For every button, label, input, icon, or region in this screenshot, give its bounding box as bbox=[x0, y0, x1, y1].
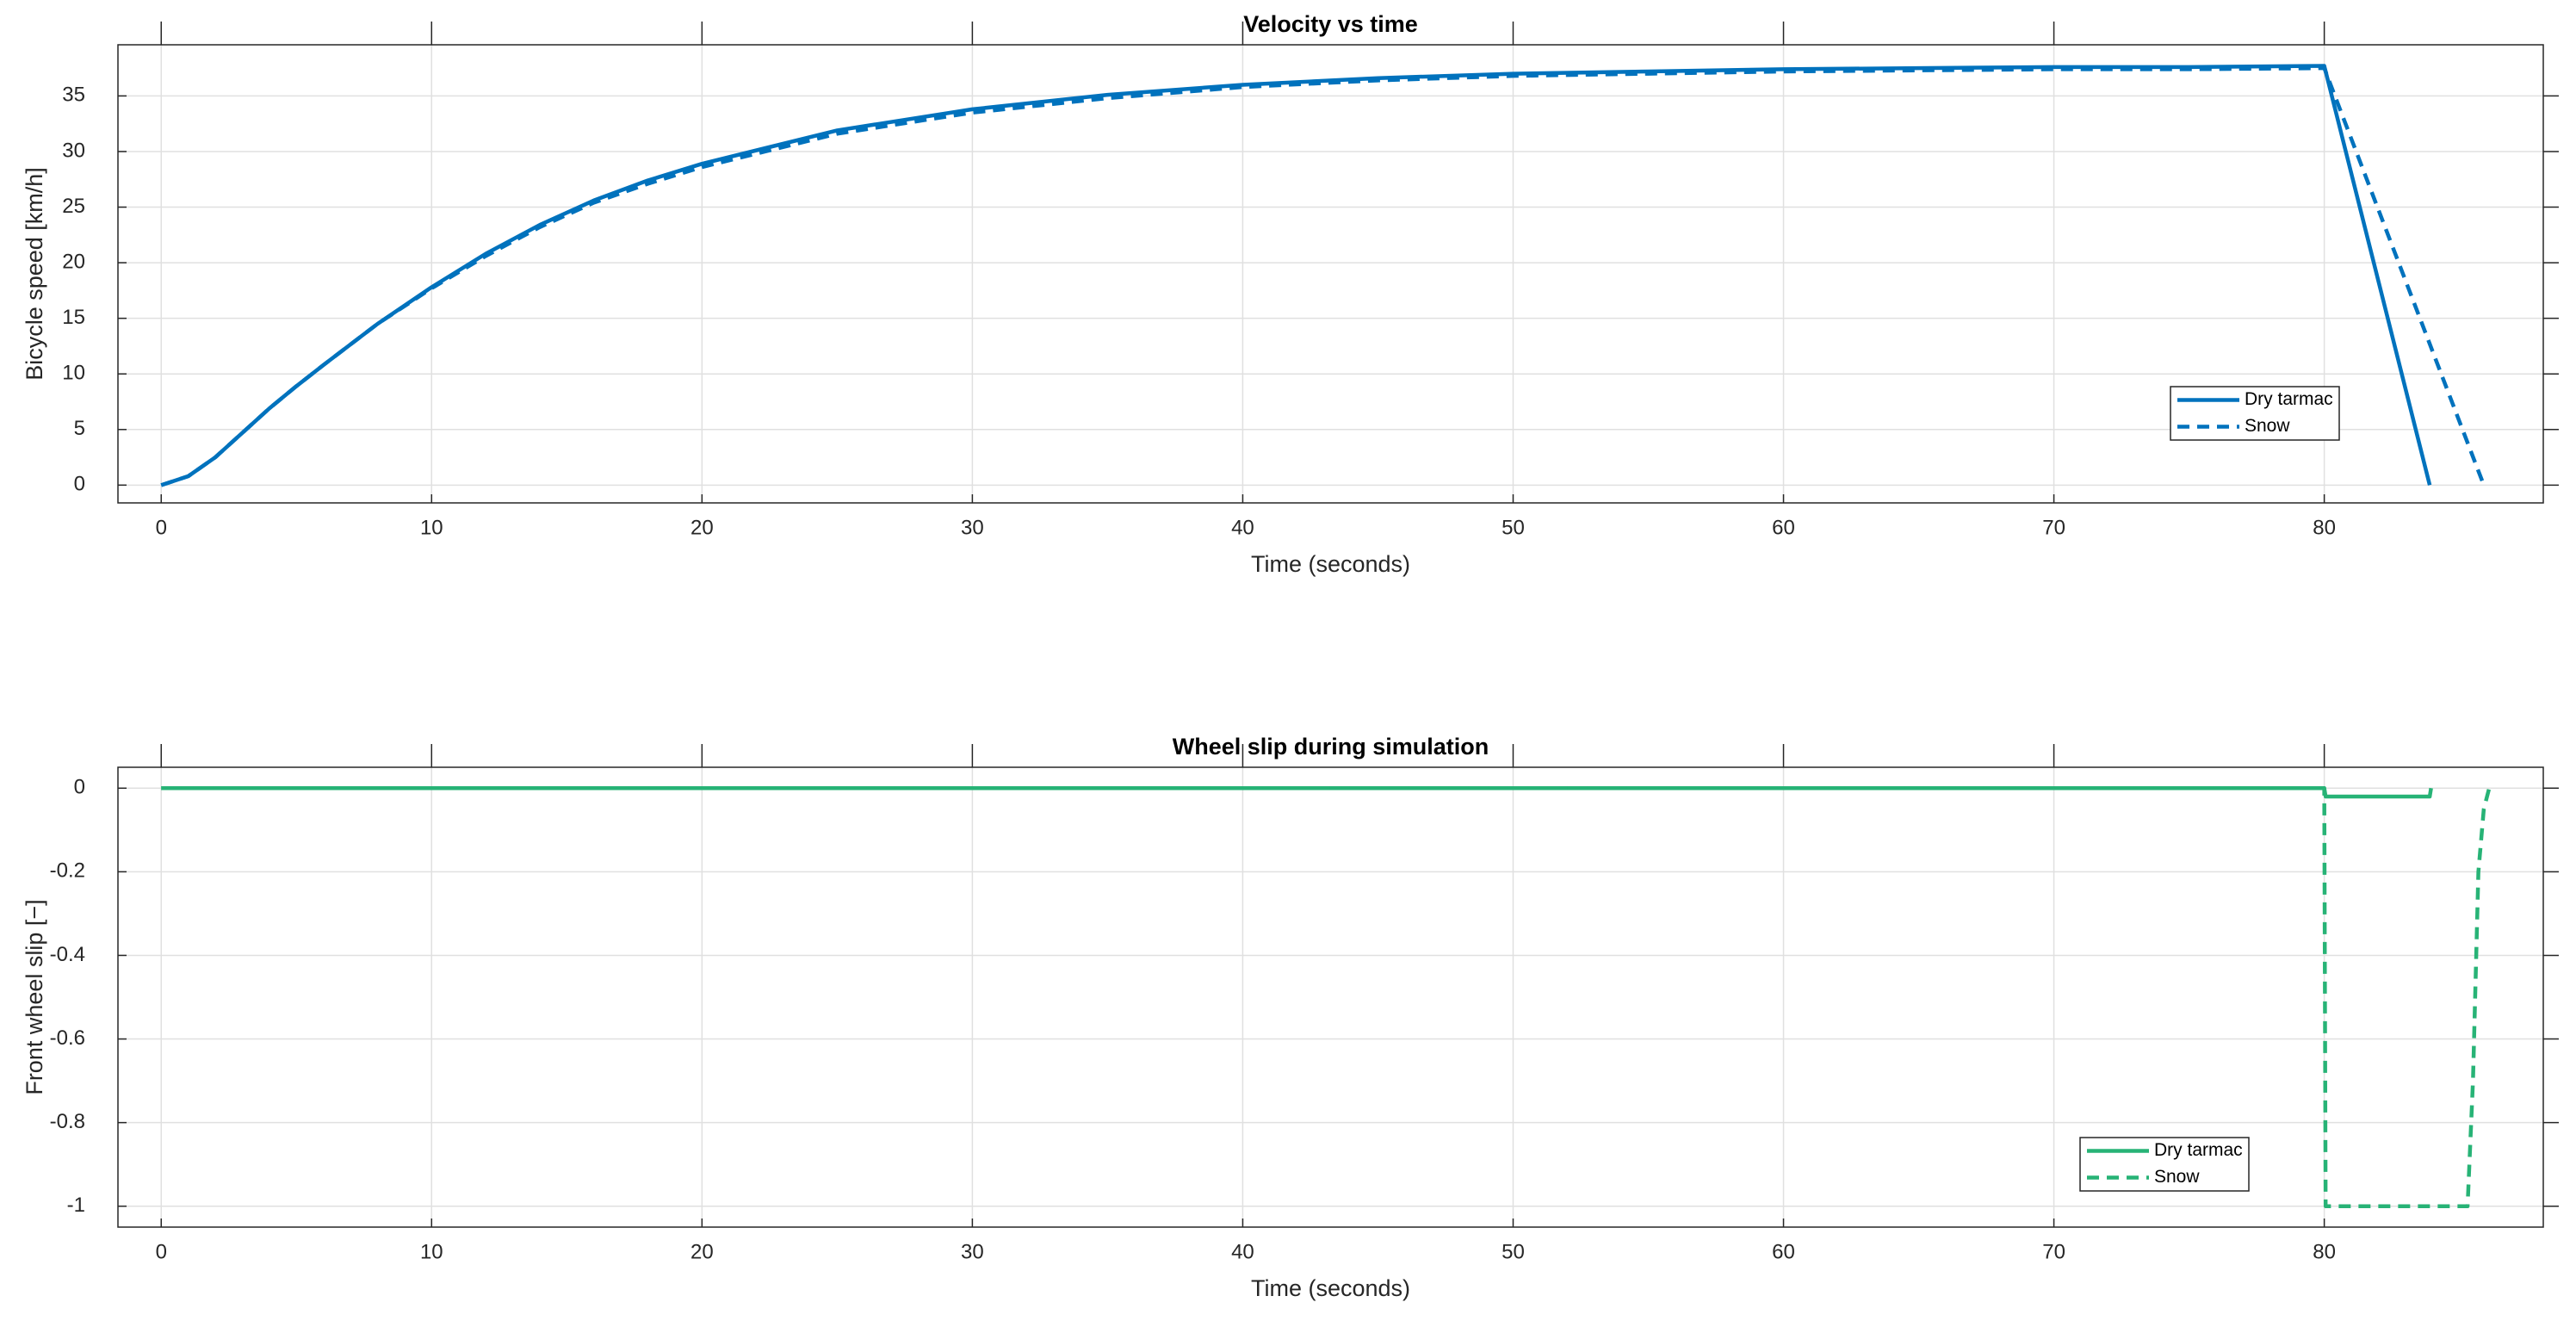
y-tick-label: 20 bbox=[62, 250, 85, 273]
x-tick-label: 60 bbox=[1772, 516, 1795, 539]
chart-title: Velocity vs time bbox=[1243, 11, 1418, 37]
x-tick-label: 40 bbox=[1231, 1240, 1254, 1263]
x-tick-label: 50 bbox=[1502, 516, 1525, 539]
x-tick-label: 30 bbox=[961, 516, 984, 539]
y-axis-label: Front wheel slip [−] bbox=[22, 899, 47, 1094]
legend-label: Snow bbox=[2245, 416, 2290, 436]
plot-frame bbox=[117, 44, 2544, 504]
legend-box bbox=[2170, 386, 2340, 441]
y-tick-label: 35 bbox=[62, 84, 85, 107]
series-line bbox=[160, 65, 2486, 487]
x-tick-label: 20 bbox=[690, 1240, 714, 1263]
x-tick-label: 70 bbox=[2042, 516, 2065, 539]
y-tick-label: -0.4 bbox=[50, 943, 85, 966]
y-tick-label: 5 bbox=[74, 417, 85, 440]
legend-box bbox=[2079, 1137, 2250, 1192]
series-line bbox=[161, 786, 2433, 799]
x-tick-label: 80 bbox=[2313, 516, 2336, 539]
plot-frame bbox=[117, 766, 2544, 1228]
y-tick-label: 30 bbox=[62, 139, 85, 162]
y-tick-label: 0 bbox=[74, 473, 85, 496]
y-tick-label: 15 bbox=[62, 306, 85, 329]
x-tick-label: 20 bbox=[690, 516, 714, 539]
x-axis-label: Time (seconds) bbox=[1251, 551, 1410, 577]
chart-title: Wheel slip during simulation bbox=[1173, 734, 1489, 760]
plot-area bbox=[118, 45, 2543, 503]
y-tick-label: 10 bbox=[62, 362, 85, 385]
y-tick-label: -1 bbox=[67, 1194, 85, 1217]
x-tick-label: 0 bbox=[156, 1240, 167, 1263]
y-tick-label: -0.6 bbox=[50, 1026, 85, 1050]
x-tick-label: 40 bbox=[1231, 516, 1254, 539]
x-tick-label: 70 bbox=[2042, 1240, 2065, 1263]
x-tick-label: 50 bbox=[1502, 1240, 1525, 1263]
y-tick-label: 25 bbox=[62, 195, 85, 218]
series-line bbox=[161, 786, 2492, 1208]
x-tick-label: 10 bbox=[420, 516, 443, 539]
legend-label: Snow bbox=[2154, 1167, 2200, 1187]
legend-label: Dry tarmac bbox=[2245, 389, 2333, 409]
x-tick-label: 10 bbox=[420, 1240, 443, 1263]
y-tick-label: -0.2 bbox=[50, 859, 85, 883]
x-tick-label: 0 bbox=[156, 516, 167, 539]
x-tick-label: 30 bbox=[961, 1240, 984, 1263]
y-axis-label: Bicycle speed [km/h] bbox=[22, 167, 47, 381]
legend-label: Dry tarmac bbox=[2154, 1140, 2243, 1160]
x-tick-label: 60 bbox=[1772, 1240, 1795, 1263]
x-tick-label: 80 bbox=[2313, 1240, 2336, 1263]
y-tick-label: -0.8 bbox=[50, 1110, 85, 1133]
x-axis-label: Time (seconds) bbox=[1251, 1275, 1410, 1301]
y-tick-label: 0 bbox=[74, 776, 85, 799]
